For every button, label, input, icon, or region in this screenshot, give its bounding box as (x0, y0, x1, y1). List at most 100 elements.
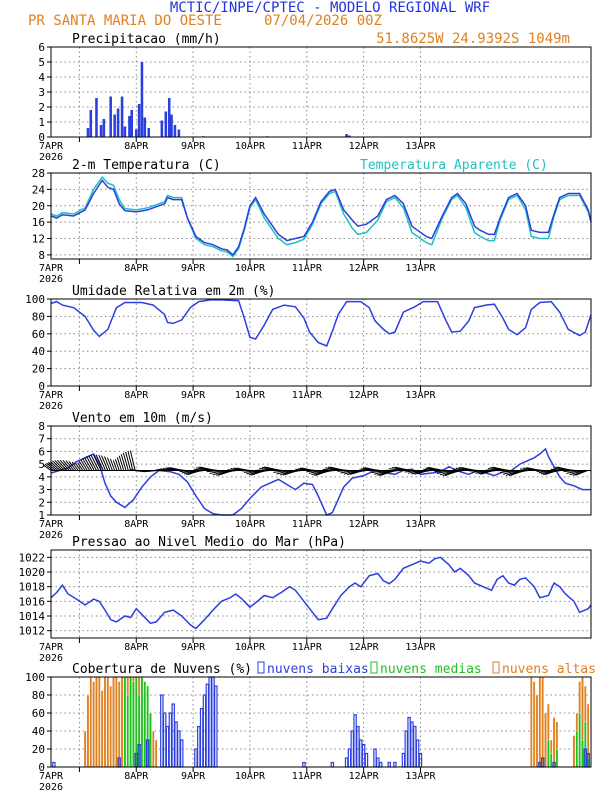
x-tick-label: 2026 (39, 401, 63, 412)
wind-arrow (82, 458, 91, 471)
wind-arrow (44, 463, 54, 471)
wind-arrow (505, 470, 520, 476)
wind-arrow (120, 454, 127, 471)
precip-bar (130, 110, 133, 137)
precip-bar (134, 129, 138, 137)
x-tick-label: 13APR (405, 771, 436, 782)
cloud-bar-altas (103, 676, 107, 768)
x-tick-label: 8APR (124, 263, 149, 274)
wind-arrow (376, 470, 390, 476)
wind-arrow (276, 470, 290, 475)
x-tick-label: 2026 (39, 152, 63, 163)
x-tick-label: 9APR (181, 519, 206, 530)
cloud-bar-altas (83, 730, 87, 768)
panel-title: 2-m Temperatura (C) (72, 158, 221, 173)
wind-arrow (106, 457, 113, 471)
series-line (50, 175, 592, 258)
x-tick-label: 8APR (124, 390, 149, 401)
x-tick-label: 2026 (39, 653, 63, 664)
y-tick-label: 2 (38, 101, 45, 114)
y-tick-label: 20 (32, 363, 45, 376)
legend-label: nuvens baixas (267, 662, 369, 677)
x-tick-label: 9APR (181, 642, 206, 653)
y-tick-label: 0 (38, 761, 45, 774)
cloud-bar-altas (112, 676, 115, 768)
precip-bar (345, 134, 348, 137)
y-tick-label: 6 (38, 445, 45, 458)
y-tick-label: 12 (32, 233, 45, 246)
x-tick-label: 12APR (349, 642, 380, 653)
wind-arrow (101, 455, 109, 471)
wind-arrow (246, 470, 259, 475)
x-tick-label: 2026 (39, 530, 63, 541)
y-tick-label: 28 (32, 167, 45, 180)
precip-bar (120, 96, 124, 137)
panel-title: Precipitacao (mm/h) (72, 32, 221, 47)
x-tick-label: 9APR (181, 390, 206, 401)
cloud-bar-medias (129, 676, 132, 768)
precip-bar (348, 135, 351, 137)
cloud-bar-medias (143, 681, 147, 768)
wind-arrow (346, 470, 359, 476)
cloud-bar-altas (115, 676, 118, 768)
cloud-bar-altas (535, 694, 539, 768)
wind-arrow (122, 452, 129, 471)
y-tick-label: 4 (38, 471, 45, 484)
y-tick-label: 5 (38, 458, 45, 471)
y-tick-label: 6 (38, 41, 45, 54)
cloud-bar-altas (541, 676, 545, 768)
wind-arrow (125, 451, 132, 471)
cloud-bar-altas (97, 676, 101, 768)
y-tick-label: 60 (32, 707, 45, 720)
wind-arrow (54, 460, 66, 471)
precip-bar (109, 96, 112, 137)
cloud-bar-altas (106, 676, 110, 768)
precip-bar (143, 117, 147, 137)
wind-arrow (80, 459, 88, 471)
cloud-bar-altas (544, 712, 547, 768)
wind-arrow (86, 456, 95, 471)
wind-arrow (104, 456, 111, 471)
cloud-bar-altas (89, 676, 93, 768)
x-tick-label: 7APR (39, 642, 64, 653)
y-tick-label: 1 (38, 116, 45, 129)
plot-area (51, 173, 591, 259)
x-tick-label: 7APR (39, 390, 64, 401)
precip-bar (89, 110, 93, 137)
header-coords: 51.8625W 24.9392S 1049m (376, 31, 570, 47)
x-tick-label: 7APR (39, 519, 64, 530)
wind-arrow (93, 454, 102, 471)
y-tick-label: 8 (38, 249, 45, 262)
wind-arrow (575, 470, 588, 476)
precip-bar (164, 111, 168, 137)
precip-bar (140, 62, 144, 137)
precip-bar (99, 125, 103, 137)
y-tick-label: 20 (32, 200, 45, 213)
cloud-bar-altas (109, 685, 113, 768)
plot-area (51, 677, 591, 767)
y-tick-label: 1014 (19, 610, 46, 623)
cloud-bar-altas (552, 717, 556, 768)
wind-arrow (74, 462, 81, 471)
wind-arrow (62, 460, 72, 471)
wind-arrow (572, 470, 586, 476)
header-run: 07/04/2026 00Z (264, 13, 382, 29)
legend-swatch (370, 661, 378, 674)
y-tick-label: 20 (32, 743, 45, 756)
cloud-bar-altas (100, 690, 104, 768)
cloud-bar-medias (123, 676, 127, 768)
precip-bar (116, 108, 120, 137)
x-tick-label: 10APR (235, 390, 266, 401)
plot-frame (50, 549, 592, 639)
wind-arrow (71, 461, 79, 471)
wind-arrow (114, 459, 120, 471)
x-tick-label: 13APR (405, 390, 436, 401)
plot-frame (50, 172, 592, 260)
x-tick-label: 11APR (292, 390, 323, 401)
cloud-bar-medias (575, 730, 579, 768)
plot-frame (50, 676, 592, 768)
y-tick-label: 1016 (19, 595, 46, 608)
y-tick-label: 2 (38, 496, 45, 509)
